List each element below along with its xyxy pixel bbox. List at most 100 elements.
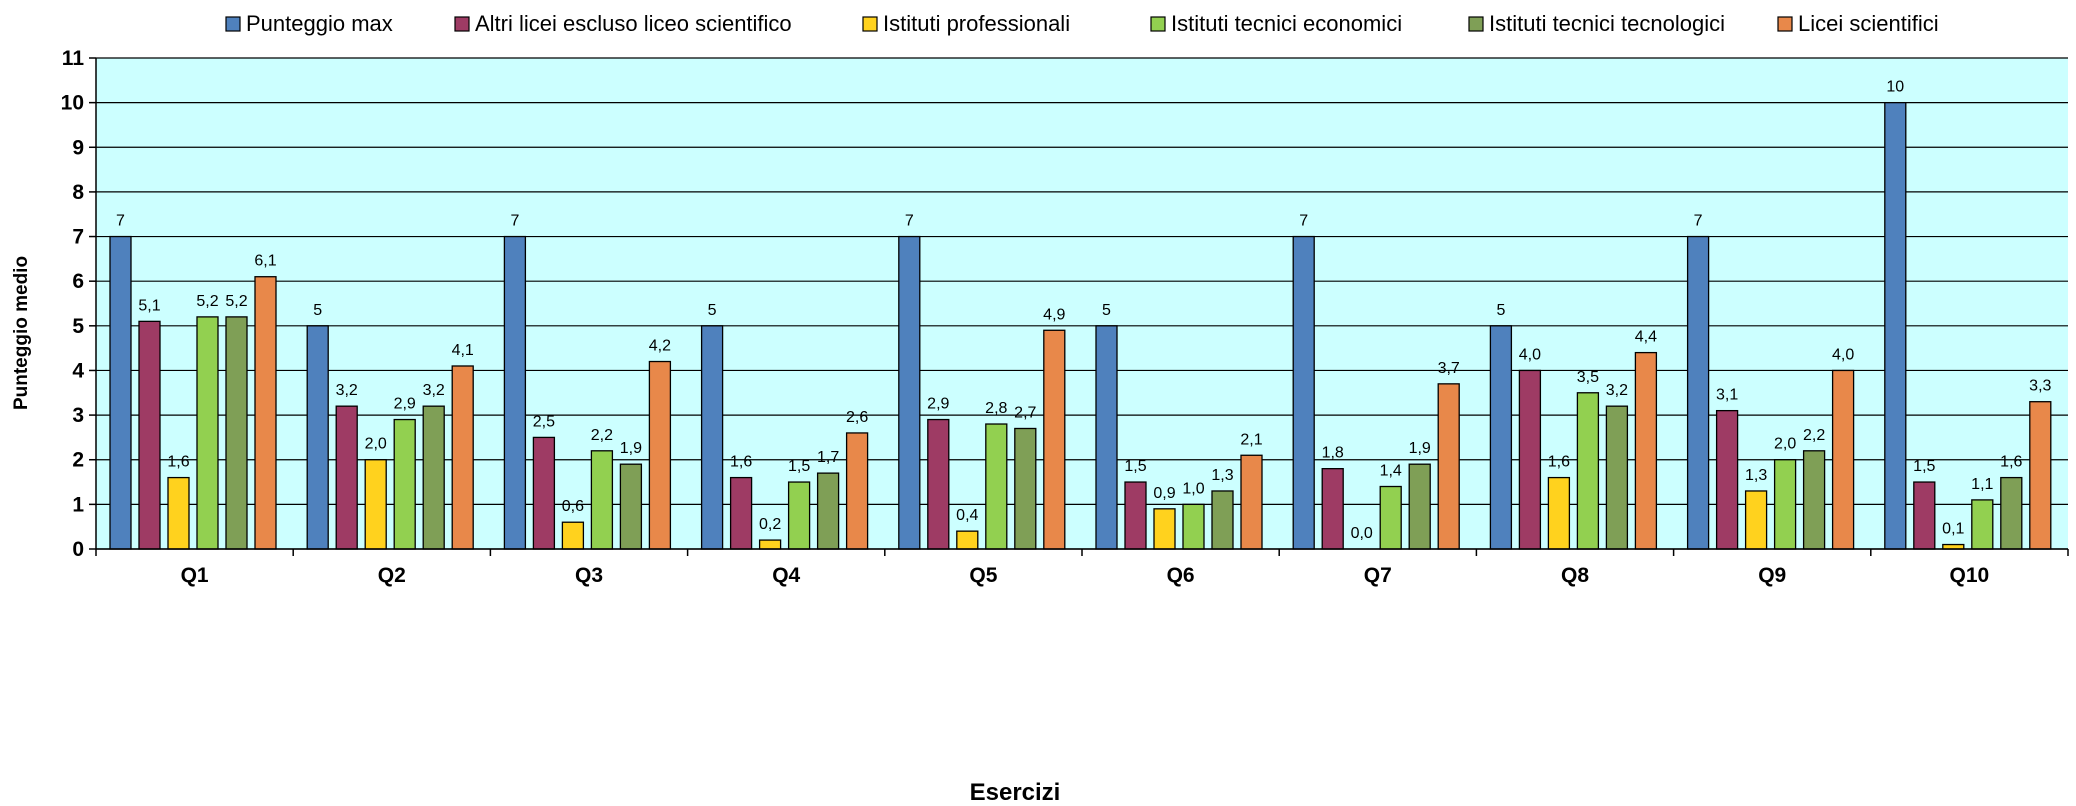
data-label: 6,1 bbox=[254, 253, 276, 270]
x-tick-label: Q2 bbox=[378, 564, 406, 587]
data-label: 1,9 bbox=[620, 440, 642, 457]
data-label: 1,6 bbox=[730, 454, 752, 471]
y-tick-label: 2 bbox=[72, 449, 84, 472]
y-tick-label: 8 bbox=[72, 181, 84, 204]
bar bbox=[1408, 463, 1431, 550]
bar bbox=[590, 450, 614, 550]
bar bbox=[787, 481, 811, 550]
bar bbox=[648, 360, 672, 550]
bar bbox=[254, 276, 277, 550]
bar bbox=[2029, 401, 2052, 550]
data-label: 1,3 bbox=[1745, 467, 1767, 484]
data-label: 2,7 bbox=[1014, 404, 1036, 421]
data-label: 5,1 bbox=[138, 297, 160, 314]
bar bbox=[1802, 450, 1826, 550]
y-tick-label: 9 bbox=[72, 136, 84, 159]
bar bbox=[561, 521, 585, 550]
data-label: 5 bbox=[708, 302, 717, 319]
data-label: 5 bbox=[1496, 302, 1505, 319]
bar bbox=[927, 418, 950, 550]
x-tick-labels: Q1 Q2 Q3 Q4 Q5 Q6 Q7 Q8 Q9 Q10 bbox=[95, 549, 2069, 587]
data-label: 1,6 bbox=[1548, 454, 1570, 471]
bar bbox=[1686, 235, 1710, 550]
bar bbox=[1605, 405, 1629, 550]
x-tick-label: Q7 bbox=[1364, 564, 1392, 587]
bar bbox=[985, 423, 1008, 550]
y-tick-label: 6 bbox=[72, 270, 84, 293]
legend-swatch bbox=[225, 16, 241, 32]
bar bbox=[1831, 369, 1855, 550]
data-label: 2,1 bbox=[1240, 431, 1262, 448]
legend-swatch bbox=[862, 16, 878, 32]
bar bbox=[898, 235, 921, 550]
data-label: 2,2 bbox=[591, 427, 613, 444]
y-tick-label: 1 bbox=[72, 493, 84, 516]
data-label: 2,9 bbox=[927, 396, 949, 413]
data-label: 1,5 bbox=[788, 458, 810, 475]
data-label: 0,4 bbox=[956, 507, 978, 524]
bar bbox=[451, 365, 474, 550]
bar bbox=[1489, 325, 1513, 550]
data-label: 1,4 bbox=[1380, 463, 1402, 480]
data-label: 3,1 bbox=[1716, 387, 1738, 404]
data-label: 2,2 bbox=[1803, 427, 1825, 444]
bar bbox=[758, 539, 782, 550]
data-label: 0,1 bbox=[1942, 521, 1964, 538]
bar bbox=[845, 432, 869, 550]
data-label: 2,9 bbox=[394, 396, 416, 413]
bar bbox=[225, 316, 248, 550]
data-label: 0,9 bbox=[1153, 485, 1175, 502]
x-axis-title: Esercizi bbox=[970, 779, 1061, 806]
legend-swatch bbox=[1468, 16, 1484, 32]
bars bbox=[109, 101, 2052, 550]
data-label: 2,0 bbox=[1774, 436, 1796, 453]
data-label: 1,0 bbox=[1182, 480, 1204, 497]
legend-swatch bbox=[1150, 16, 1166, 32]
bar bbox=[1211, 490, 1234, 550]
bar bbox=[956, 530, 979, 550]
y-tick-label: 0 bbox=[72, 538, 84, 561]
data-label: 4,9 bbox=[1043, 306, 1065, 323]
data-label: 0,2 bbox=[759, 516, 781, 533]
bar bbox=[138, 320, 161, 550]
legend-swatch bbox=[1777, 16, 1793, 32]
bar bbox=[1884, 101, 1907, 550]
data-label: 4,0 bbox=[1832, 346, 1854, 363]
data-label: 2,0 bbox=[365, 436, 387, 453]
data-labels: 7 5,1 1,6 5,2 5,2 6,1 5 3,2 2,0 2,9 3,2 4,1 7 2,5 0,6 2… bbox=[116, 79, 2051, 542]
bar bbox=[1518, 369, 1542, 550]
data-label: 1,3 bbox=[1211, 467, 1233, 484]
bar bbox=[700, 325, 724, 550]
data-label: 2,6 bbox=[846, 409, 868, 426]
bar bbox=[816, 472, 840, 550]
bar bbox=[1240, 454, 1263, 550]
y-tick-label: 3 bbox=[72, 404, 84, 427]
data-label: 7 bbox=[905, 213, 914, 230]
data-label: 0,6 bbox=[562, 498, 584, 515]
x-tick-label: Q4 bbox=[772, 564, 800, 587]
data-label: 5,2 bbox=[225, 293, 247, 310]
data-label: 5 bbox=[1102, 302, 1111, 319]
data-label: 0,0 bbox=[1351, 525, 1373, 542]
x-tick-label: Q5 bbox=[969, 564, 997, 587]
bar bbox=[364, 459, 387, 550]
data-label: 3,7 bbox=[1438, 360, 1460, 377]
bar bbox=[1913, 481, 1936, 550]
y-axis-title: Punteggio medio bbox=[11, 256, 32, 410]
bar bbox=[1576, 392, 1600, 550]
bar bbox=[393, 418, 416, 550]
bar bbox=[1744, 490, 1768, 550]
data-label: 4,4 bbox=[1635, 329, 1657, 346]
legend-label: Istituti tecnici tecnologici bbox=[1489, 11, 1725, 36]
y-tick-label: 5 bbox=[72, 315, 84, 338]
bar bbox=[2000, 476, 2023, 550]
y-tick-label: 11 bbox=[62, 47, 85, 70]
bar bbox=[1153, 508, 1176, 550]
bar bbox=[1182, 503, 1205, 550]
bar bbox=[422, 405, 445, 550]
data-label: 4,0 bbox=[1519, 346, 1541, 363]
data-label: 7 bbox=[1299, 213, 1308, 230]
y-tick-label: 10 bbox=[61, 92, 84, 115]
data-label: 7 bbox=[510, 213, 519, 230]
